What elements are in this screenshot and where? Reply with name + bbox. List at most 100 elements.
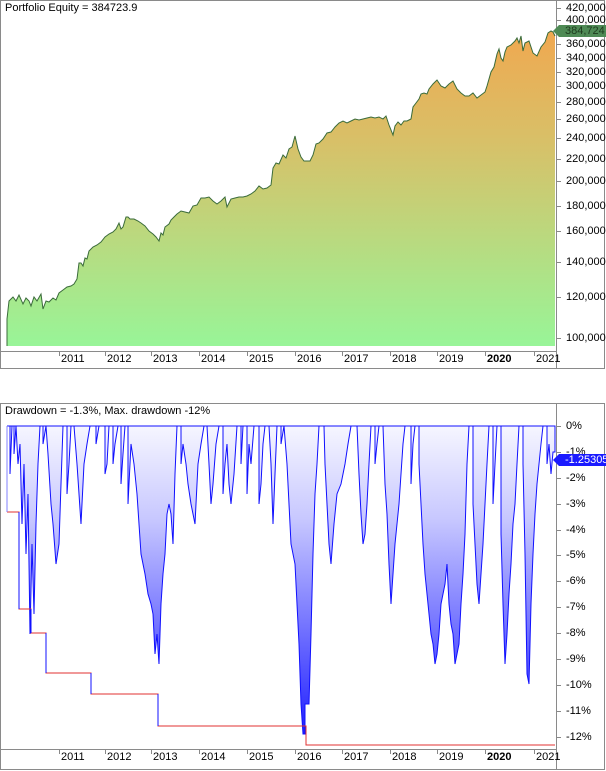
y-tick-label: 320,000: [566, 66, 606, 78]
x-tick-label: 2012: [107, 751, 132, 763]
y-tick-mark: [557, 20, 561, 21]
y-tick-label: 180,000: [566, 200, 606, 212]
drawdown-area: [7, 425, 556, 735]
y-tick-label: -6%: [566, 575, 586, 587]
x-tick-mark: [199, 352, 200, 356]
y-tick-label: -10%: [566, 679, 592, 691]
y-tick-label: -12%: [566, 731, 592, 743]
x-tick-mark: [199, 750, 200, 754]
x-tick-label: 2014: [201, 353, 226, 365]
y-tick-label: 160,000: [566, 225, 606, 237]
drawdown-current-value: -1.25305: [565, 454, 606, 466]
y-tick-label: -9%: [566, 653, 586, 665]
y-tick-label: -4%: [566, 524, 586, 536]
x-tick-label: 2019: [439, 353, 464, 365]
x-tick-mark: [105, 352, 106, 356]
equity-chart-panel: Portfolio Equity = 384723.9 420,000 400,0…: [0, 0, 606, 369]
y-tick-mark: [557, 607, 561, 608]
x-tick-mark: [437, 750, 438, 754]
y-tick-mark: [557, 504, 561, 505]
y-tick-label: 300,000: [566, 80, 606, 92]
x-tick-label: 2020: [487, 751, 512, 763]
x-tick-label: 2015: [249, 353, 274, 365]
y-tick-label: 240,000: [566, 132, 606, 144]
y-tick-mark: [557, 159, 561, 160]
y-tick-label: 340,000: [566, 52, 606, 64]
y-tick-mark: [557, 426, 561, 427]
x-tick-mark: [485, 352, 486, 356]
y-tick-mark: [557, 138, 561, 139]
y-tick-mark: [557, 338, 561, 339]
x-tick-label: 2021: [536, 751, 561, 763]
x-tick-label: 2013: [153, 353, 178, 365]
y-tick-mark: [557, 478, 561, 479]
x-tick-mark: [390, 750, 391, 754]
x-tick-label: 2021: [536, 353, 561, 365]
x-tick-label: 2014: [201, 751, 226, 763]
y-tick-label: 200,000: [566, 175, 606, 187]
drawdown-current-value-badge: -1.25305: [553, 454, 606, 466]
y-tick-label: -11%: [566, 705, 591, 717]
x-tick-label: 2017: [344, 751, 369, 763]
y-tick-label: 0%: [566, 420, 582, 432]
x-tick-mark: [295, 750, 296, 754]
y-tick-mark: [557, 58, 561, 59]
y-axis-divider: [556, 404, 557, 769]
x-tick-mark: [295, 352, 296, 356]
y-tick-mark: [557, 231, 561, 232]
badge-arrow-icon: [553, 25, 559, 37]
x-tick-mark: [151, 750, 152, 754]
x-tick-label: 2015: [249, 751, 274, 763]
x-tick-label: 2016: [297, 353, 322, 365]
y-tick-label: 360,000: [566, 38, 606, 50]
x-tick-mark: [534, 750, 535, 754]
max-drawdown-line: [7, 511, 555, 746]
x-tick-label: 2019: [439, 751, 464, 763]
x-tick-mark: [342, 750, 343, 754]
y-tick-label: 400,000: [566, 14, 606, 26]
y-tick-mark: [557, 44, 561, 45]
x-tick-mark: [151, 352, 152, 356]
drawdown-title: Drawdown = -1.3%, Max. drawdown -12%: [5, 405, 211, 417]
x-axis-divider: [1, 351, 557, 352]
x-tick-mark: [105, 750, 106, 754]
drawdown-chart-panel: Drawdown = -1.3%, Max. drawdown -12% 0% -…: [0, 403, 606, 770]
y-tick-mark: [557, 262, 561, 263]
x-tick-label: 2011: [61, 751, 85, 763]
y-tick-label: 260,000: [566, 113, 606, 125]
y-tick-mark: [557, 711, 561, 712]
y-tick-mark: [557, 452, 561, 453]
x-tick-mark: [437, 352, 438, 356]
x-tick-label: 2016: [297, 751, 322, 763]
y-tick-label: -5%: [566, 549, 586, 561]
x-tick-mark: [342, 352, 343, 356]
y-tick-mark: [557, 181, 561, 182]
equity-title: Portfolio Equity = 384723.9: [5, 2, 138, 14]
y-tick-mark: [557, 581, 561, 582]
y-tick-label: 120,000: [566, 291, 606, 303]
y-axis-divider: [556, 1, 557, 368]
y-tick-label: -2%: [566, 472, 586, 484]
equity-current-value-badge: 384,724: [553, 25, 606, 37]
equity-current-value: 384,724: [565, 25, 605, 37]
x-tick-label: 2020: [487, 353, 512, 365]
x-tick-mark: [59, 750, 60, 754]
x-tick-mark: [534, 352, 535, 356]
y-tick-label: -7%: [566, 601, 586, 613]
y-tick-label: -8%: [566, 627, 586, 639]
y-tick-mark: [557, 206, 561, 207]
y-tick-label: 280,000: [566, 96, 606, 108]
x-tick-mark: [247, 750, 248, 754]
x-axis-divider: [1, 749, 557, 750]
x-tick-mark: [59, 352, 60, 356]
x-tick-label: 2011: [61, 353, 85, 365]
y-tick-label: 220,000: [566, 153, 606, 165]
y-tick-mark: [557, 737, 561, 738]
x-tick-label: 2017: [344, 353, 369, 365]
y-tick-label: -3%: [566, 498, 586, 510]
x-tick-mark: [485, 750, 486, 754]
drawdown-plot: [6, 425, 556, 746]
x-tick-label: 2018: [392, 751, 417, 763]
equity-area: [7, 31, 555, 346]
y-tick-mark: [557, 8, 561, 9]
